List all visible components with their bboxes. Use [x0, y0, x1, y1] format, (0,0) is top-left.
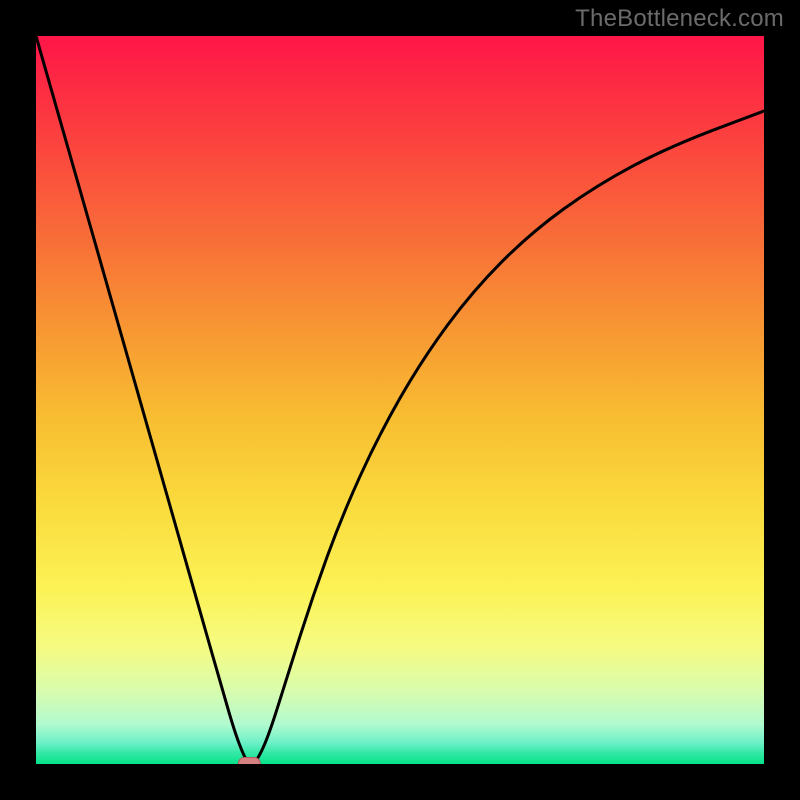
chart-frame: TheBottleneck.com — [0, 0, 800, 800]
minimum-marker — [36, 36, 764, 764]
plot-area — [36, 36, 764, 764]
watermark-text: TheBottleneck.com — [575, 5, 784, 33]
